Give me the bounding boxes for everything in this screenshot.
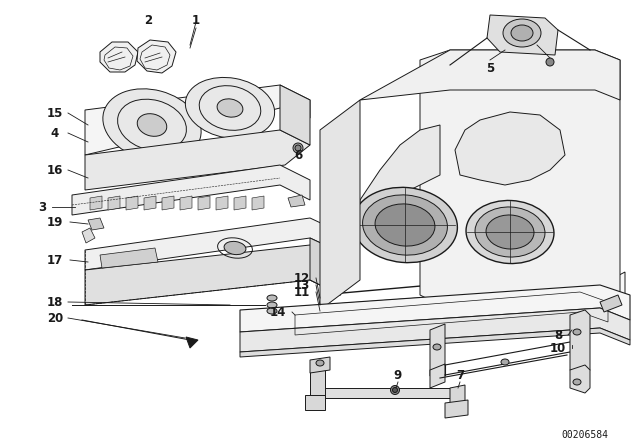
Polygon shape [85,85,310,155]
Polygon shape [88,218,104,230]
Polygon shape [126,196,138,210]
Polygon shape [455,112,565,185]
Text: 10: 10 [550,341,566,354]
Polygon shape [85,245,340,305]
Text: 13: 13 [294,279,310,292]
Polygon shape [72,165,310,215]
Polygon shape [280,85,310,145]
Polygon shape [90,196,102,210]
Text: 9: 9 [394,369,402,382]
Polygon shape [430,324,445,376]
Ellipse shape [573,379,581,385]
Polygon shape [234,196,246,210]
Ellipse shape [546,58,554,66]
Text: 7: 7 [456,369,464,382]
Ellipse shape [217,99,243,117]
Text: 3: 3 [38,201,46,214]
Polygon shape [420,50,620,310]
Text: 4: 4 [51,126,59,139]
Text: 20: 20 [47,311,63,324]
Polygon shape [85,218,340,270]
Polygon shape [305,395,325,410]
Polygon shape [252,196,264,210]
Polygon shape [144,196,156,210]
Ellipse shape [375,204,435,246]
Polygon shape [487,15,558,55]
Ellipse shape [267,302,277,308]
Polygon shape [360,125,440,225]
Polygon shape [100,42,138,72]
Text: 00206584: 00206584 [561,430,609,440]
Ellipse shape [390,385,399,395]
Polygon shape [288,195,305,207]
Polygon shape [450,385,465,408]
Ellipse shape [293,143,303,153]
Polygon shape [216,196,228,210]
Polygon shape [250,272,625,332]
Polygon shape [445,400,468,418]
Text: 19: 19 [47,215,63,228]
Ellipse shape [433,344,441,350]
Polygon shape [108,196,120,210]
Ellipse shape [475,207,545,257]
Polygon shape [360,50,620,100]
Polygon shape [162,196,174,210]
Ellipse shape [501,359,509,365]
Ellipse shape [137,114,167,136]
Polygon shape [186,337,198,348]
Text: 15: 15 [47,107,63,120]
Text: 14: 14 [270,306,286,319]
Ellipse shape [466,200,554,263]
Polygon shape [85,130,310,190]
Polygon shape [310,357,330,373]
Text: 11: 11 [294,285,310,298]
Text: 1: 1 [192,13,200,26]
Polygon shape [320,100,360,310]
Polygon shape [310,388,460,398]
Ellipse shape [316,360,324,366]
Ellipse shape [267,308,277,314]
Polygon shape [600,295,622,312]
Ellipse shape [186,78,275,138]
Ellipse shape [353,187,458,263]
Polygon shape [137,40,176,73]
Ellipse shape [325,276,335,284]
Text: 16: 16 [47,164,63,177]
Ellipse shape [295,145,301,151]
Text: 6: 6 [294,148,302,161]
Polygon shape [180,196,192,210]
Ellipse shape [103,89,201,161]
Polygon shape [82,228,95,243]
Polygon shape [240,285,630,332]
Polygon shape [100,248,158,268]
Ellipse shape [363,195,447,255]
Polygon shape [240,308,630,352]
Polygon shape [310,370,325,398]
Ellipse shape [267,295,277,301]
Text: 18: 18 [47,296,63,309]
Text: 12: 12 [294,271,310,284]
Polygon shape [310,238,340,295]
Ellipse shape [224,241,246,254]
Ellipse shape [392,388,397,392]
Polygon shape [570,365,590,393]
Ellipse shape [573,329,581,335]
Ellipse shape [511,25,533,41]
Ellipse shape [503,19,541,47]
Polygon shape [240,328,630,357]
Text: 5: 5 [486,61,494,74]
Polygon shape [430,364,445,388]
Polygon shape [570,310,590,375]
Text: 2: 2 [144,13,152,26]
Polygon shape [198,196,210,210]
Text: 17: 17 [47,254,63,267]
Ellipse shape [486,215,534,249]
Text: 8: 8 [554,328,562,341]
